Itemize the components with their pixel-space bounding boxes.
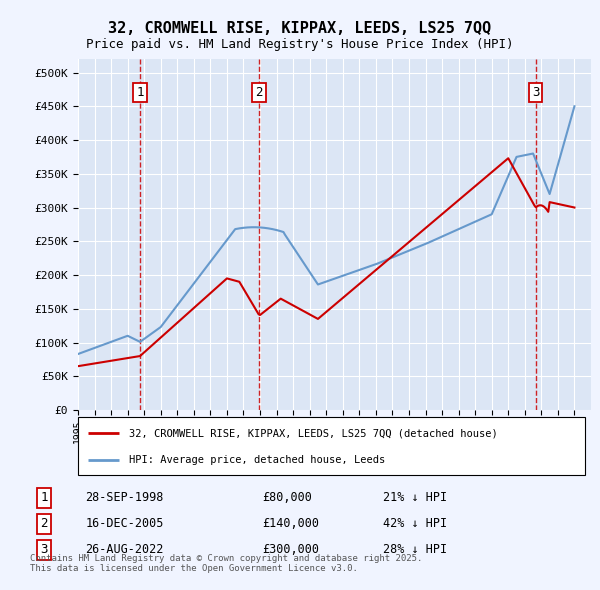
Text: 1: 1 <box>136 86 144 99</box>
Text: 16-DEC-2005: 16-DEC-2005 <box>85 517 164 530</box>
Text: 2: 2 <box>40 517 47 530</box>
Text: 28-SEP-1998: 28-SEP-1998 <box>85 491 164 504</box>
Text: 42% ↓ HPI: 42% ↓ HPI <box>383 517 448 530</box>
Text: Contains HM Land Registry data © Crown copyright and database right 2025.
This d: Contains HM Land Registry data © Crown c… <box>30 554 422 573</box>
Text: 21% ↓ HPI: 21% ↓ HPI <box>383 491 448 504</box>
Text: 26-AUG-2022: 26-AUG-2022 <box>85 543 164 556</box>
Text: 32, CROMWELL RISE, KIPPAX, LEEDS, LS25 7QQ (detached house): 32, CROMWELL RISE, KIPPAX, LEEDS, LS25 7… <box>128 428 497 438</box>
Text: £300,000: £300,000 <box>262 543 319 556</box>
Text: £140,000: £140,000 <box>262 517 319 530</box>
Text: 2: 2 <box>256 86 263 99</box>
FancyBboxPatch shape <box>78 417 585 475</box>
Text: 3: 3 <box>40 543 47 556</box>
Text: 28% ↓ HPI: 28% ↓ HPI <box>383 543 448 556</box>
Text: £80,000: £80,000 <box>262 491 312 504</box>
Text: 32, CROMWELL RISE, KIPPAX, LEEDS, LS25 7QQ: 32, CROMWELL RISE, KIPPAX, LEEDS, LS25 7… <box>109 21 491 35</box>
Text: 3: 3 <box>532 86 539 99</box>
Text: 1: 1 <box>40 491 47 504</box>
Text: HPI: Average price, detached house, Leeds: HPI: Average price, detached house, Leed… <box>128 455 385 466</box>
Text: Price paid vs. HM Land Registry's House Price Index (HPI): Price paid vs. HM Land Registry's House … <box>86 38 514 51</box>
